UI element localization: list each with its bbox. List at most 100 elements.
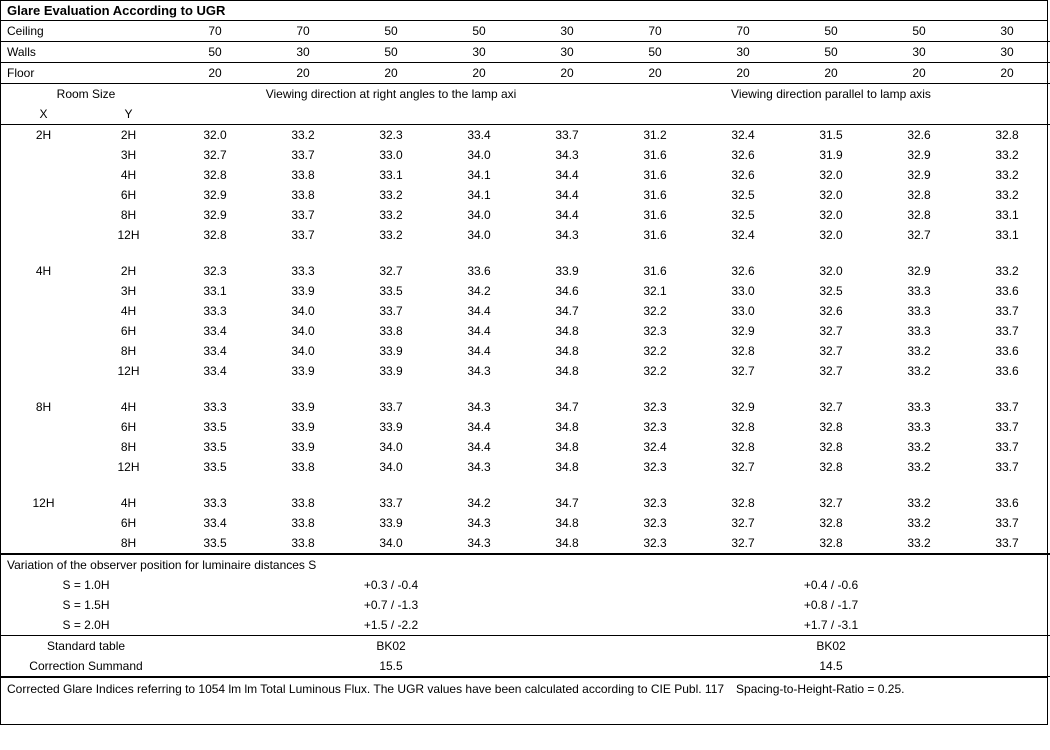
val-0-2-5: 31.6 — [611, 165, 699, 185]
hdr-walls-9: 30 — [963, 42, 1050, 63]
val-2-2-5: 32.4 — [611, 437, 699, 457]
val-2-2-2: 34.0 — [347, 437, 435, 457]
val-1-5-0: 33.4 — [171, 361, 259, 381]
val-1-4-8: 33.2 — [875, 341, 963, 361]
val-3-0-8: 33.2 — [875, 493, 963, 513]
val-2-0-1: 33.9 — [259, 397, 347, 417]
val-2-1-3: 34.4 — [435, 417, 523, 437]
val-1-5-9: 33.6 — [963, 361, 1050, 381]
y-12H-6H: 6H — [86, 513, 171, 533]
hdr-ceiling-3: 50 — [435, 21, 523, 42]
val-1-1-9: 33.6 — [963, 281, 1050, 301]
val-0-4-5: 31.6 — [611, 205, 699, 225]
val-3-0-0: 33.3 — [171, 493, 259, 513]
room-size-label: Room Size — [1, 84, 171, 105]
val-1-5-4: 34.8 — [523, 361, 611, 381]
val-1-2-0: 33.3 — [171, 301, 259, 321]
val-1-5-1: 33.9 — [259, 361, 347, 381]
val-2-2-1: 33.9 — [259, 437, 347, 457]
val-0-5-8: 32.7 — [875, 225, 963, 245]
val-2-1-9: 33.7 — [963, 417, 1050, 437]
val-0-5-2: 33.2 — [347, 225, 435, 245]
val-0-1-6: 32.6 — [699, 145, 787, 165]
sheet-title: Glare Evaluation According to UGR — [1, 1, 1047, 21]
val-1-5-2: 33.9 — [347, 361, 435, 381]
hdr-walls-4: 30 — [523, 42, 611, 63]
hdr-floor: Floor — [1, 63, 171, 84]
val-1-3-2: 33.8 — [347, 321, 435, 341]
val-3-2-6: 32.7 — [699, 533, 787, 554]
val-0-2-2: 33.1 — [347, 165, 435, 185]
val-3-0-4: 34.7 — [523, 493, 611, 513]
hdr-walls-6: 30 — [699, 42, 787, 63]
val-3-0-1: 33.8 — [259, 493, 347, 513]
val-3-2-7: 32.8 — [787, 533, 875, 554]
val-1-1-4: 34.6 — [523, 281, 611, 301]
val-1-2-9: 33.7 — [963, 301, 1050, 321]
y-4H-4H: 4H — [86, 301, 171, 321]
footer-note: Corrected Glare Indices referring to 105… — [1, 677, 1047, 724]
val-2-1-4: 34.8 — [523, 417, 611, 437]
val-2-0-9: 33.7 — [963, 397, 1050, 417]
val-1-4-9: 33.6 — [963, 341, 1050, 361]
var-a-0: +0.3 / -0.4 — [171, 575, 611, 595]
val-2-0-6: 32.9 — [699, 397, 787, 417]
val-1-0-0: 32.3 — [171, 261, 259, 281]
val-2-0-3: 34.3 — [435, 397, 523, 417]
val-0-0-8: 32.6 — [875, 125, 963, 146]
x-2H: 2H — [1, 125, 86, 146]
val-1-5-3: 34.3 — [435, 361, 523, 381]
val-1-2-7: 32.6 — [787, 301, 875, 321]
val-1-0-5: 31.6 — [611, 261, 699, 281]
val-2-0-5: 32.3 — [611, 397, 699, 417]
y-4H-12H: 12H — [86, 361, 171, 381]
val-0-0-2: 32.3 — [347, 125, 435, 146]
val-1-2-6: 33.0 — [699, 301, 787, 321]
y-2H-4H: 4H — [86, 165, 171, 185]
val-0-1-9: 33.2 — [963, 145, 1050, 165]
val-2-2-9: 33.7 — [963, 437, 1050, 457]
val-2-3-0: 33.5 — [171, 457, 259, 477]
hdr-walls: Walls — [1, 42, 171, 63]
corr-b: 14.5 — [611, 656, 1050, 677]
corr-label: Correction Summand — [1, 656, 171, 677]
val-0-1-4: 34.3 — [523, 145, 611, 165]
hdr-ceiling-9: 30 — [963, 21, 1050, 42]
val-2-2-7: 32.8 — [787, 437, 875, 457]
val-2-2-8: 33.2 — [875, 437, 963, 457]
val-0-4-6: 32.5 — [699, 205, 787, 225]
val-2-3-2: 34.0 — [347, 457, 435, 477]
val-2-2-6: 32.8 — [699, 437, 787, 457]
hdr-walls-0: 50 — [171, 42, 259, 63]
val-0-3-0: 32.9 — [171, 185, 259, 205]
val-0-2-8: 32.9 — [875, 165, 963, 185]
val-1-4-0: 33.4 — [171, 341, 259, 361]
var-a-2: +1.5 / -2.2 — [171, 615, 611, 636]
val-0-2-4: 34.4 — [523, 165, 611, 185]
variation-title: Variation of the observer position for l… — [1, 554, 1050, 575]
val-0-4-7: 32.0 — [787, 205, 875, 225]
val-3-1-8: 33.2 — [875, 513, 963, 533]
val-3-0-6: 32.8 — [699, 493, 787, 513]
val-0-3-5: 31.6 — [611, 185, 699, 205]
val-0-1-8: 32.9 — [875, 145, 963, 165]
val-0-3-9: 33.2 — [963, 185, 1050, 205]
val-0-1-1: 33.7 — [259, 145, 347, 165]
val-1-2-4: 34.7 — [523, 301, 611, 321]
val-1-2-8: 33.3 — [875, 301, 963, 321]
hdr-walls-1: 30 — [259, 42, 347, 63]
val-0-4-1: 33.7 — [259, 205, 347, 225]
val-0-4-9: 33.1 — [963, 205, 1050, 225]
val-0-2-9: 33.2 — [963, 165, 1050, 185]
val-0-0-0: 32.0 — [171, 125, 259, 146]
val-3-0-7: 32.7 — [787, 493, 875, 513]
val-3-1-6: 32.7 — [699, 513, 787, 533]
val-1-4-7: 32.7 — [787, 341, 875, 361]
hdr-walls-8: 30 — [875, 42, 963, 63]
val-1-4-5: 32.2 — [611, 341, 699, 361]
val-2-3-1: 33.8 — [259, 457, 347, 477]
y-8H-4H: 4H — [86, 397, 171, 417]
val-1-3-3: 34.4 — [435, 321, 523, 341]
y-4H-2H: 2H — [86, 261, 171, 281]
val-0-1-5: 31.6 — [611, 145, 699, 165]
